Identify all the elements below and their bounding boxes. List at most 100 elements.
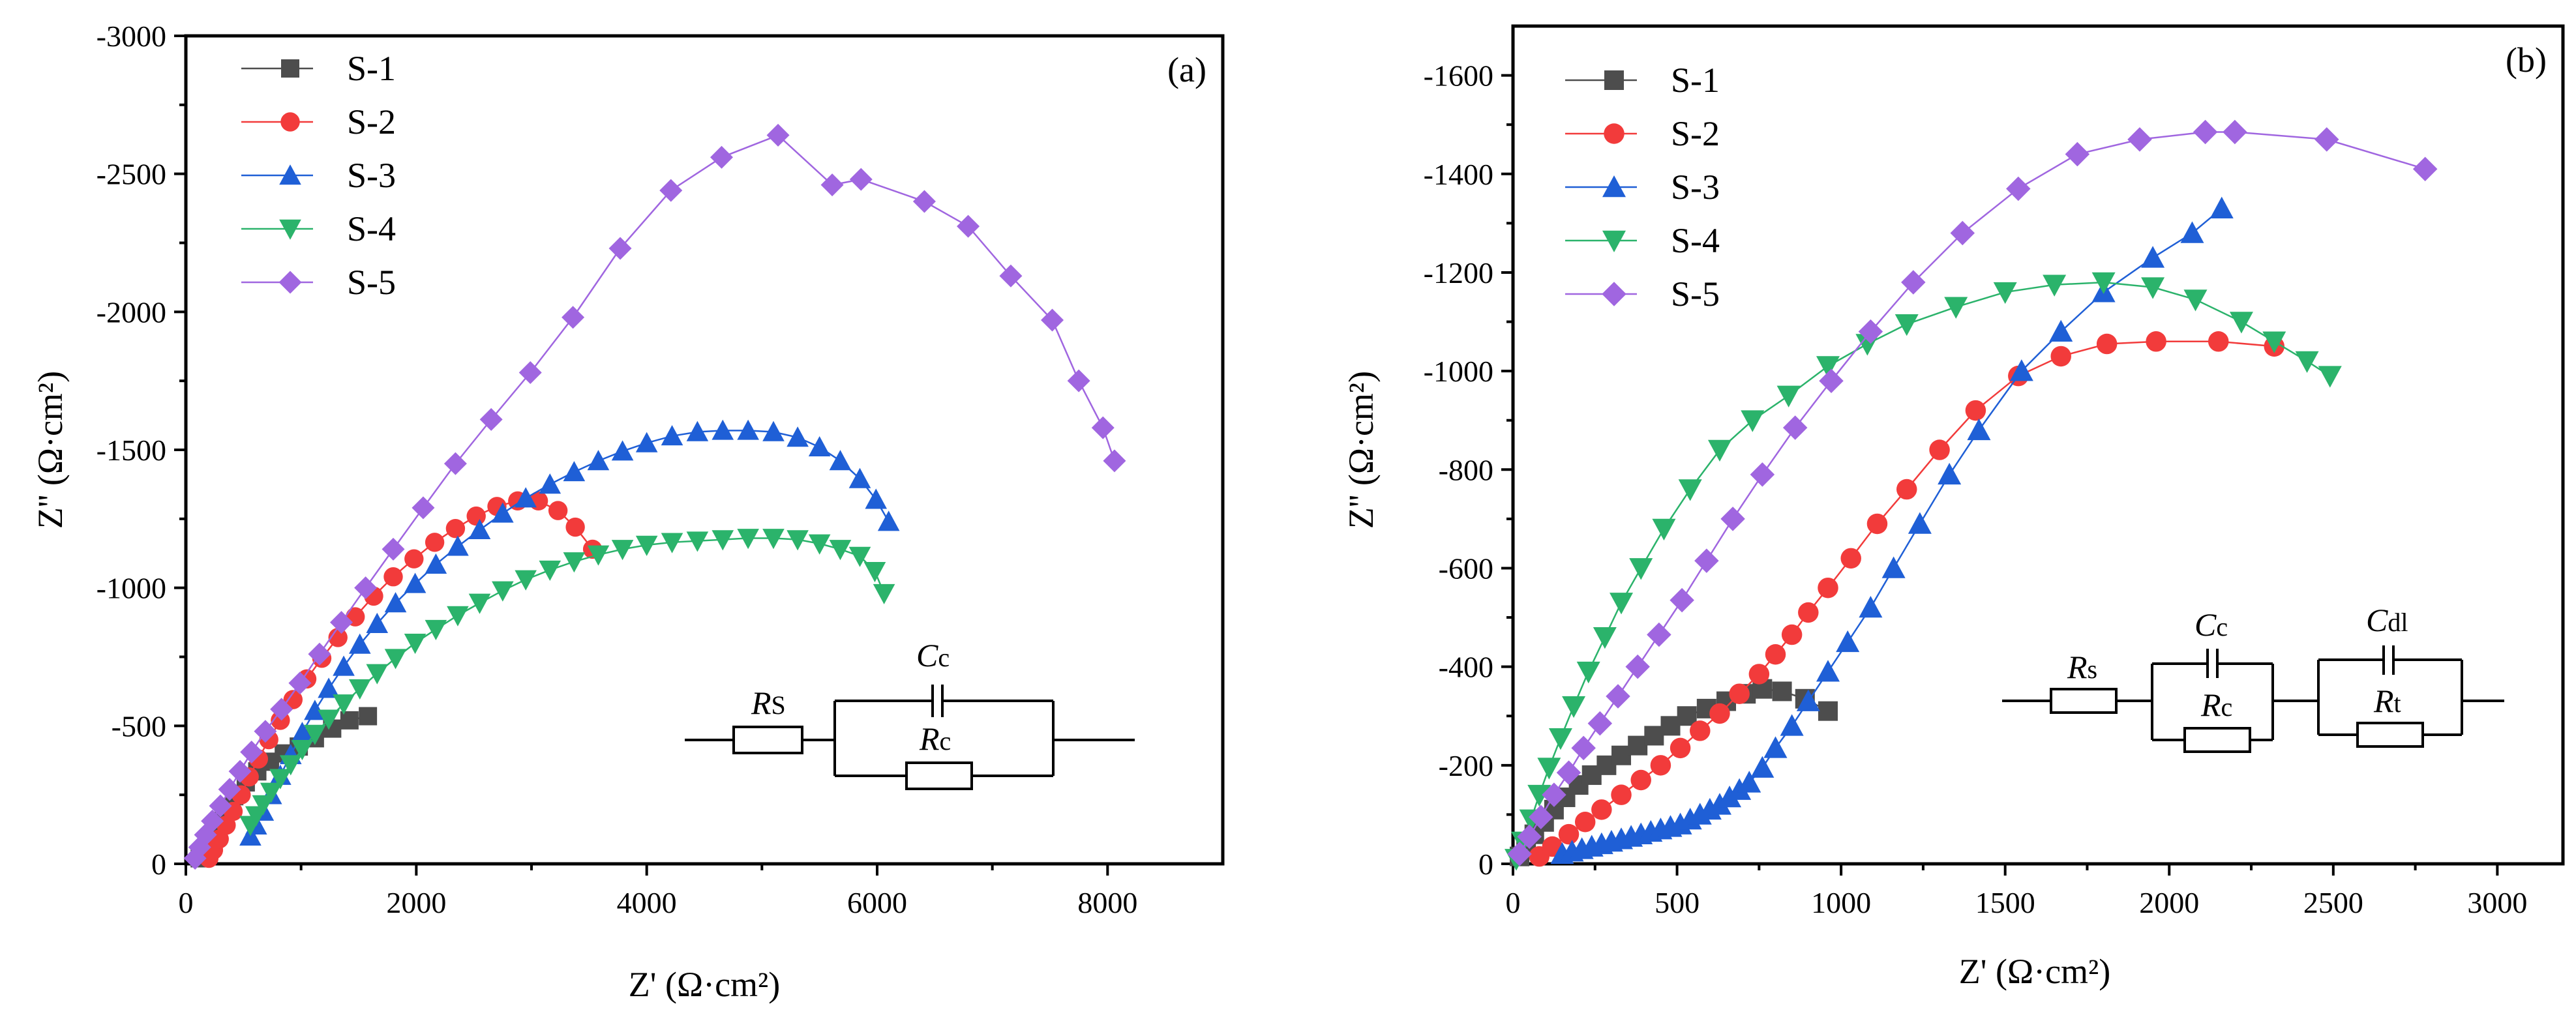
data-point xyxy=(1529,805,1553,829)
data-point xyxy=(1571,735,1596,761)
data-point xyxy=(1694,548,1719,573)
legend-marker xyxy=(1604,70,1624,90)
data-point xyxy=(873,583,895,604)
series-s-4-b xyxy=(1505,272,2342,871)
data-point xyxy=(1840,548,1861,569)
legend-label: S-3 xyxy=(1671,168,1720,207)
data-point xyxy=(283,690,303,709)
data-point xyxy=(1816,660,1840,682)
legend-marker xyxy=(1602,175,1626,198)
data-point xyxy=(587,450,610,471)
data-point xyxy=(2049,319,2073,342)
data-point xyxy=(1652,518,1676,540)
data-point xyxy=(1819,368,1844,393)
legend-item-s-5: S-5 xyxy=(241,263,396,302)
data-point xyxy=(328,628,348,647)
y-tick-label: 0 xyxy=(1478,848,1493,881)
data-point xyxy=(848,546,871,567)
data-point xyxy=(2318,366,2342,388)
data-point xyxy=(2141,277,2165,299)
data-point xyxy=(1542,782,1566,807)
data-point xyxy=(849,168,873,191)
data-point xyxy=(304,700,326,720)
data-point xyxy=(1556,760,1581,785)
data-point xyxy=(366,612,389,633)
label-rc-b: Rc xyxy=(2200,687,2232,723)
legend-marker xyxy=(1602,230,1626,252)
data-point xyxy=(228,760,252,783)
data-point xyxy=(1993,282,2017,304)
data-point xyxy=(2006,176,2031,201)
data-point xyxy=(492,502,514,523)
data-point xyxy=(1798,602,1819,623)
data-point xyxy=(710,145,733,169)
label-cc-a: Cc xyxy=(916,637,950,673)
data-point xyxy=(2262,331,2286,353)
series-group-b xyxy=(1505,119,2438,871)
legend-item-s-5: S-5 xyxy=(1565,274,1720,314)
data-point xyxy=(762,421,785,441)
data-point xyxy=(404,549,424,569)
y-tick-label: -600 xyxy=(1439,552,1493,585)
data-point xyxy=(1929,439,1950,460)
data-point xyxy=(563,461,586,482)
data-point xyxy=(1737,771,1761,793)
data-point xyxy=(786,426,809,447)
data-point xyxy=(1630,769,1651,791)
data-point xyxy=(1729,683,1750,704)
series-line xyxy=(1538,340,2275,857)
tick-labels-b: 0 500 1000 1500 2000 2500 3000 0 -200 -400 -600 -80… xyxy=(1424,59,2528,919)
panel-a: 0 2000 4000 6000 8000 0 -500 -1000 -1500 -2000 -25… xyxy=(31,20,1225,1004)
data-point xyxy=(1678,479,1702,501)
legend-item-s-2: S-2 xyxy=(1565,114,1720,153)
data-point xyxy=(318,709,340,730)
x-tick-label: 2000 xyxy=(386,886,446,919)
data-point xyxy=(587,545,610,566)
legend-label: S-3 xyxy=(347,156,396,195)
series-s-2-b xyxy=(1529,331,2284,867)
legend-marker xyxy=(281,59,299,78)
data-point xyxy=(1625,654,1650,679)
legend-item-s-1: S-1 xyxy=(1565,61,1720,100)
data-point xyxy=(1908,512,1932,534)
data-point xyxy=(348,679,371,700)
data-point xyxy=(1558,823,1580,845)
data-point xyxy=(383,567,403,587)
data-point xyxy=(912,190,936,213)
y-tick-label: 0 xyxy=(151,848,166,881)
data-point xyxy=(829,540,852,561)
data-point xyxy=(1741,410,1765,432)
data-point xyxy=(563,552,586,573)
legend-label: S-4 xyxy=(1671,221,1720,260)
data-point xyxy=(1670,737,1691,759)
data-point xyxy=(359,707,378,726)
data-point xyxy=(2141,246,2165,268)
data-point xyxy=(2314,127,2339,152)
y-tick-label: -1600 xyxy=(1424,59,1493,93)
data-point xyxy=(1881,556,1906,578)
x-tick-label: 2000 xyxy=(2139,886,2199,919)
label-rt-b: Rt xyxy=(2373,683,2401,719)
data-point xyxy=(1527,784,1551,807)
data-point xyxy=(1763,736,1788,758)
legend-label: S-5 xyxy=(1671,274,1720,314)
x-tick-label: 0 xyxy=(1506,886,1521,919)
data-point xyxy=(1748,664,1770,685)
legend-label: S-5 xyxy=(347,263,396,302)
data-point xyxy=(848,467,871,488)
y-tick-label: -3000 xyxy=(97,20,166,53)
data-point xyxy=(1644,726,1664,746)
legend-item-s-3: S-3 xyxy=(241,156,396,195)
data-point xyxy=(425,533,445,552)
data-point xyxy=(1611,745,1632,765)
data-point xyxy=(2043,274,2067,297)
legend-label: S-2 xyxy=(1671,114,1720,153)
data-point xyxy=(1507,842,1532,866)
data-point xyxy=(404,634,427,655)
data-point xyxy=(2065,141,2090,167)
data-point xyxy=(611,540,634,561)
data-point xyxy=(269,769,292,790)
data-point xyxy=(443,452,467,475)
data-point xyxy=(686,421,709,441)
data-point xyxy=(2229,312,2253,334)
